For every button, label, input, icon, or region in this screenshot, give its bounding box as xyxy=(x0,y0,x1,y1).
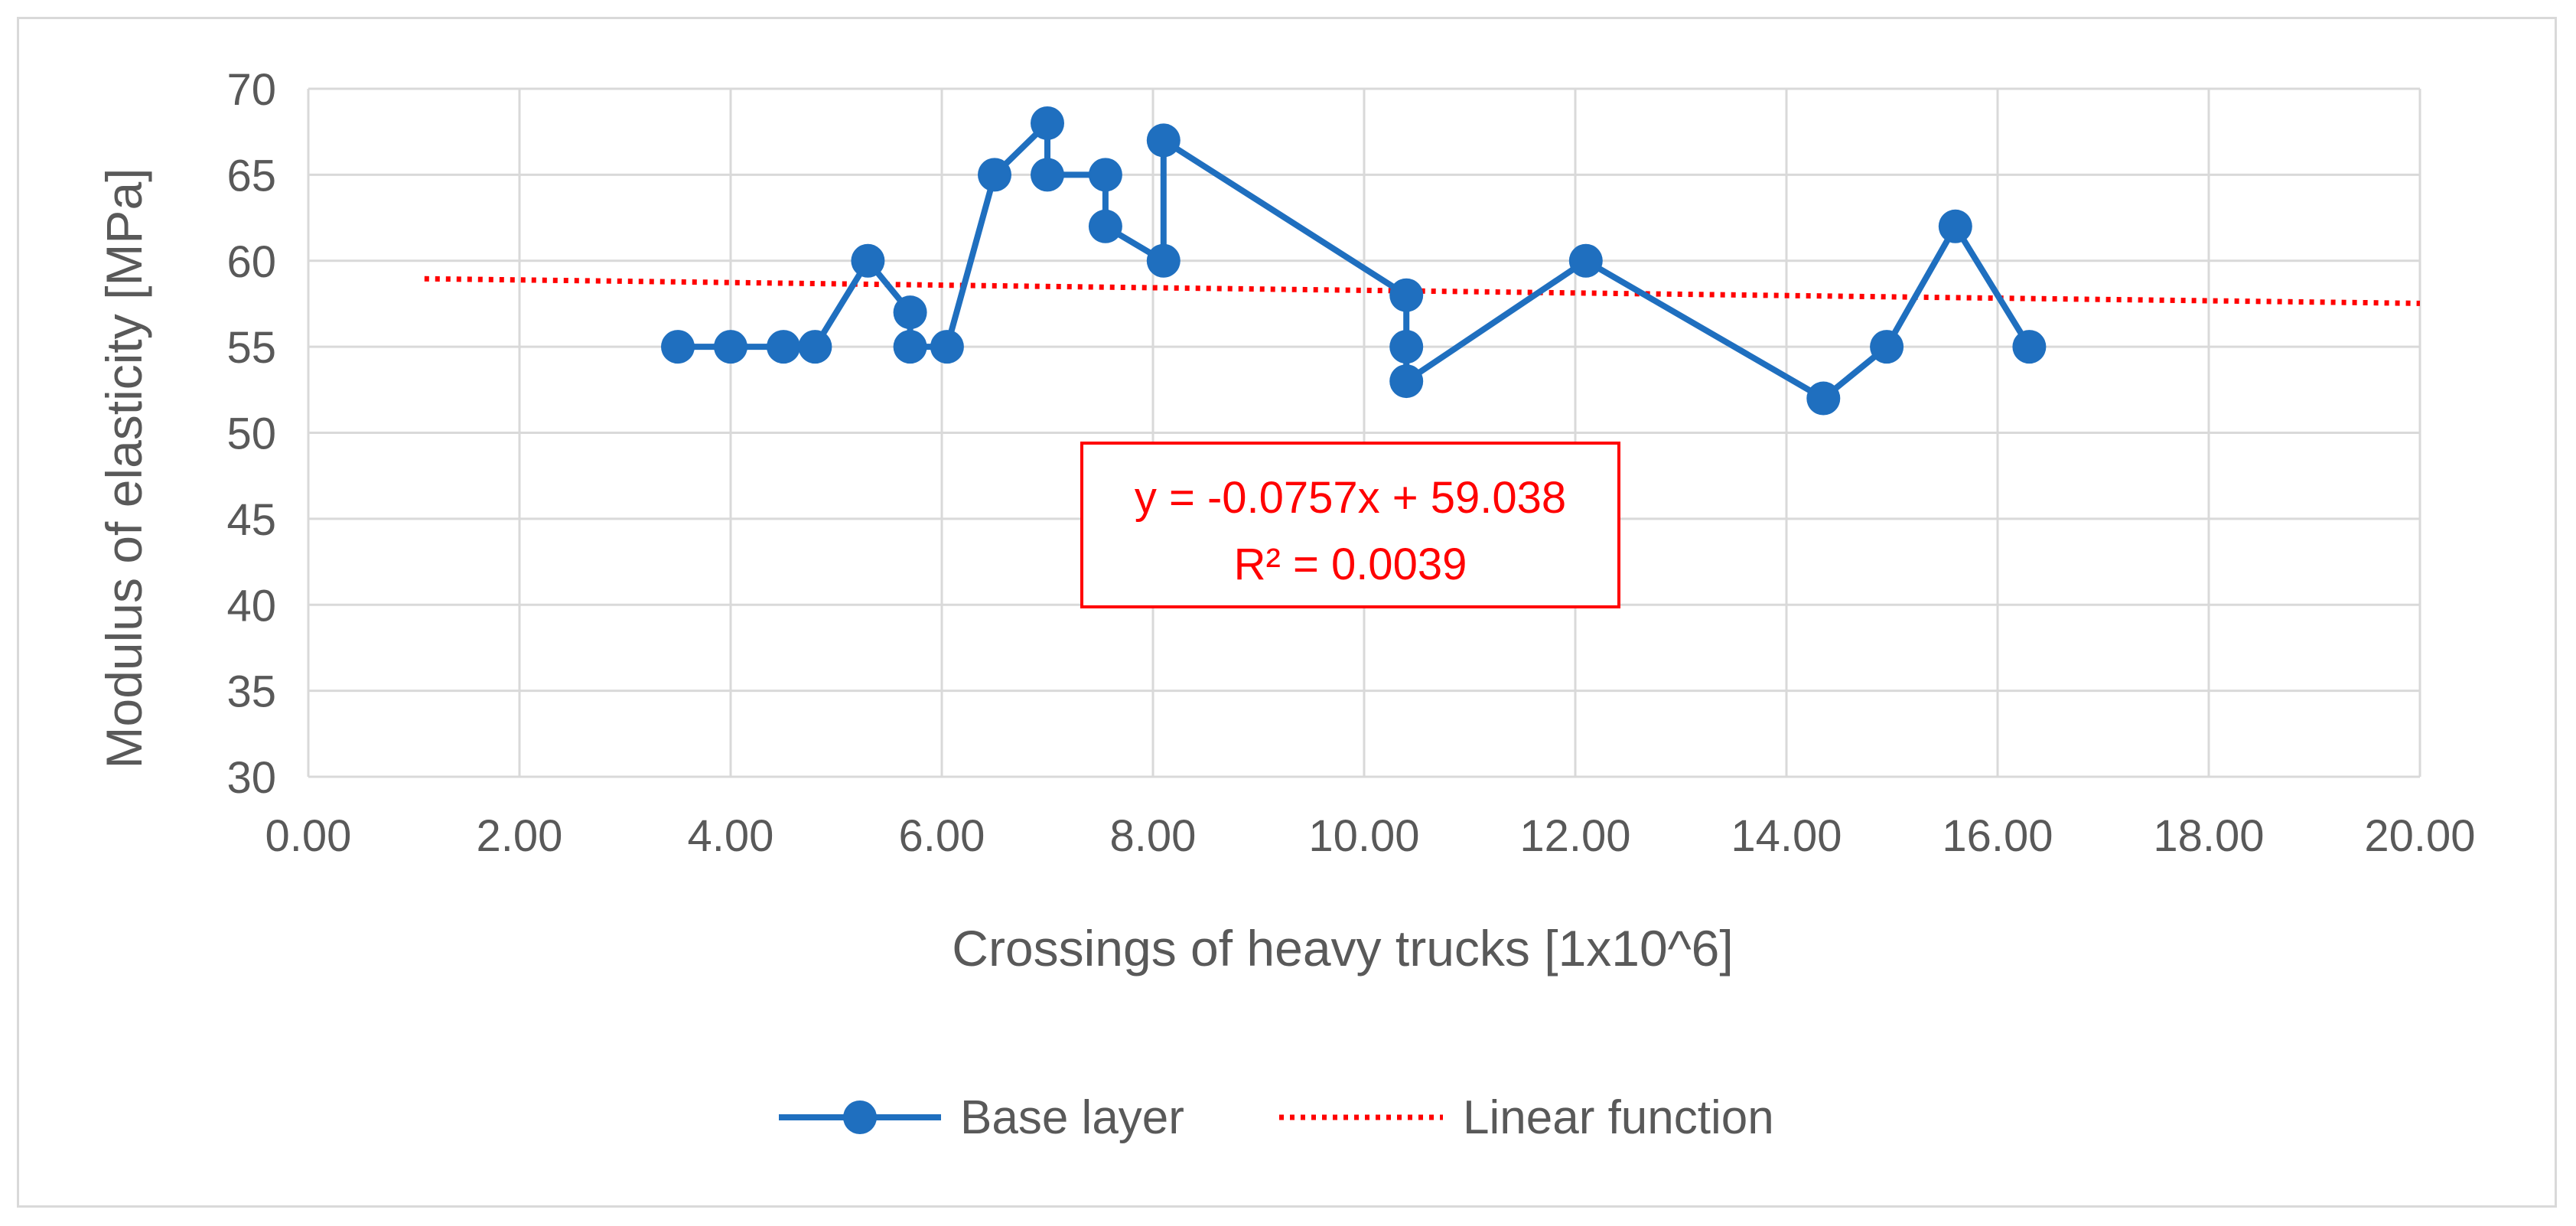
data-point xyxy=(661,330,695,364)
x-tick-label: 20.00 xyxy=(2364,811,2475,861)
data-point xyxy=(2012,330,2047,364)
y-tick-label: 55 xyxy=(226,323,276,373)
data-point xyxy=(1389,330,1424,364)
x-tick-label: 10.00 xyxy=(1308,811,1419,861)
data-point xyxy=(767,330,800,364)
x-tick-label: 6.00 xyxy=(899,811,985,861)
legend-item-linear-function: Linear function xyxy=(1279,1091,1774,1144)
legend-item-base-layer: Base layer xyxy=(779,1091,1184,1144)
data-point xyxy=(714,330,747,364)
y-tick-label: 35 xyxy=(226,667,276,717)
x-tick-label: 2.00 xyxy=(477,811,563,861)
x-tick-label: 14.00 xyxy=(1731,811,1842,861)
y-tick-label: 30 xyxy=(226,753,276,803)
y-tick-label: 45 xyxy=(226,495,276,545)
chart-frame xyxy=(17,17,2557,1208)
data-point xyxy=(1031,158,1064,192)
x-tick-label: 0.00 xyxy=(265,811,352,861)
x-tick-label: 18.00 xyxy=(2153,811,2264,861)
legend-label-base-layer: Base layer xyxy=(960,1091,1184,1144)
data-point xyxy=(893,330,927,364)
gridlines xyxy=(307,87,2421,778)
legend-swatch-marker xyxy=(843,1100,877,1134)
x-axis-ticks: 0.00 2.00 4.00 6.00 8.00 10.00 12.00 14.00 16.00… xyxy=(265,811,2476,861)
data-point xyxy=(1938,209,1972,243)
legend-label-linear-function: Linear function xyxy=(1463,1091,1774,1144)
annotation-r-squared: R² = 0.0039 xyxy=(1234,540,1467,589)
data-point xyxy=(851,243,885,278)
data-point xyxy=(798,330,832,364)
data-point xyxy=(1389,278,1424,312)
legend: Base layer Linear function xyxy=(779,1091,1774,1144)
x-tick-label: 12.00 xyxy=(1519,811,1630,861)
data-point xyxy=(1146,243,1181,278)
data-point xyxy=(1146,123,1181,158)
x-tick-label: 8.00 xyxy=(1110,811,1197,861)
data-point xyxy=(930,330,964,364)
y-tick-label: 70 xyxy=(226,65,276,115)
data-point xyxy=(1088,158,1122,192)
data-point xyxy=(1031,106,1064,140)
x-tick-label: 16.00 xyxy=(1942,811,2053,861)
data-point xyxy=(1389,364,1424,399)
annotation-equation: y = -0.0757x + 59.038 xyxy=(1135,473,1566,523)
data-point xyxy=(1870,330,1904,364)
data-point xyxy=(1568,243,1603,278)
x-axis-label: Crossings of heavy trucks [1x10^6] xyxy=(952,920,1733,977)
data-point xyxy=(893,295,927,330)
y-axis-label: Modulus of elasticity [MPa] xyxy=(96,168,152,769)
x-tick-label: 4.00 xyxy=(688,811,774,861)
y-tick-label: 60 xyxy=(226,237,276,287)
y-tick-label: 40 xyxy=(226,581,276,631)
series-base-layer xyxy=(661,106,2047,416)
data-point xyxy=(978,158,1011,192)
data-point xyxy=(1088,209,1122,243)
y-axis-ticks: 30 35 40 45 50 55 60 65 70 xyxy=(226,65,276,803)
y-tick-label: 65 xyxy=(226,151,276,201)
y-tick-label: 50 xyxy=(226,409,276,459)
annotation-box xyxy=(1080,442,1620,608)
trendline-annotation: y = -0.0757x + 59.038 R² = 0.0039 xyxy=(1080,442,1620,608)
data-point xyxy=(1806,381,1841,416)
